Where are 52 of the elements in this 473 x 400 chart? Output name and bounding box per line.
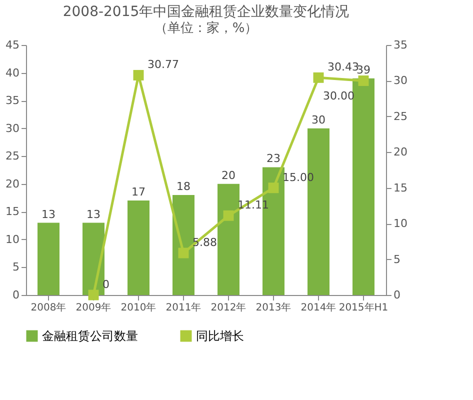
data-label: 18 [176, 180, 190, 193]
point [133, 70, 144, 80]
y2-tick-label: 35 [394, 38, 408, 52]
y2-tick-label: 25 [394, 110, 408, 123]
data-label: 30 [312, 113, 326, 126]
y-tick-label: 5 [12, 260, 20, 274]
bar [172, 195, 194, 295]
y-tick-label: 25 [6, 150, 20, 163]
point [178, 248, 189, 258]
data-label: 13 [42, 208, 56, 221]
data-label: 30.43 [328, 60, 359, 74]
data-label: 23 [266, 152, 280, 166]
x-tick-label: 2013年 [256, 302, 292, 314]
x-tick-label: 2008年 [30, 302, 66, 314]
legend-label: 同比增长 [196, 329, 244, 343]
data-label: 20 [222, 168, 236, 182]
y-tick-label: 30 [6, 122, 20, 135]
data-label: 30.77 [148, 58, 179, 72]
point [358, 75, 369, 86]
point [268, 182, 279, 194]
x-tick-label: 2010年 [120, 302, 156, 314]
y2-tick-label: 10 [394, 217, 408, 230]
data-label: 13 [86, 208, 100, 221]
x-tick-label: 2014年 [300, 302, 336, 314]
data-label: 17 [132, 186, 146, 199]
y2-tick-label: 20 [394, 146, 408, 159]
y-tick-label: 20 [6, 177, 20, 190]
y-tick-label: 45 [6, 38, 20, 52]
bar [218, 184, 240, 295]
y-tick-label: 15 [6, 205, 20, 218]
data-label: 39 [356, 63, 370, 76]
y2-tick-label: 0 [394, 288, 400, 302]
point [313, 72, 324, 83]
point [223, 210, 234, 221]
x-tick-label: 2011年 [166, 302, 202, 314]
y-tick-label: 0 [12, 288, 20, 302]
x-tick-label: 2009年 [76, 302, 112, 314]
bar [352, 78, 374, 295]
chart-subtitle: （单位：家，%） [154, 20, 258, 36]
y-tick-label: 40 [6, 66, 20, 80]
x-tick-label: 2015年H1 [338, 302, 388, 314]
chart-title: 2008-2015年中国金融租赁企业数量变化情况 [62, 4, 350, 20]
bar [128, 200, 150, 295]
point [88, 290, 99, 300]
y2-tick-label: 15 [394, 181, 408, 194]
bar [38, 222, 60, 295]
x-tick-label: 2012年 [210, 302, 246, 314]
y-tick-label: 35 [6, 94, 20, 108]
y2-tick-label: 30 [394, 74, 408, 88]
y-tick-label: 10 [6, 232, 20, 246]
y2-tick-label: 5 [394, 252, 400, 266]
legend-label: 金融租赁公司数量 [42, 329, 138, 343]
